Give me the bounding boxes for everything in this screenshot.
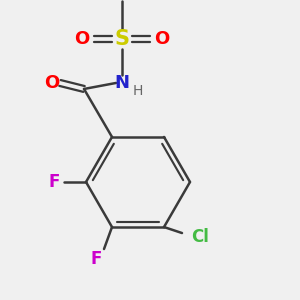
Text: F: F bbox=[90, 250, 102, 268]
Text: S: S bbox=[115, 29, 130, 49]
Text: F: F bbox=[48, 173, 60, 191]
Text: O: O bbox=[154, 30, 169, 48]
Text: O: O bbox=[74, 30, 90, 48]
Text: N: N bbox=[115, 74, 130, 92]
Text: Cl: Cl bbox=[191, 228, 209, 246]
Text: H: H bbox=[133, 84, 143, 98]
Text: O: O bbox=[44, 74, 60, 92]
